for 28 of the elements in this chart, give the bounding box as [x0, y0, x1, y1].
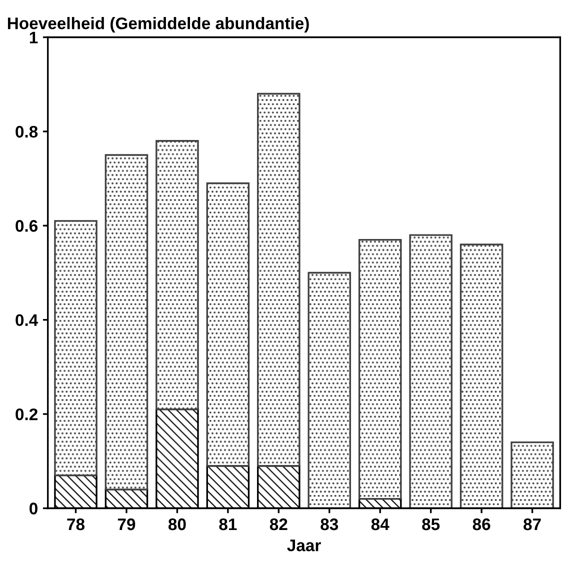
y-axis-title: Hoeveelheid (Gemiddelde abundantie) — [8, 17, 309, 33]
x-tick-label: 80 — [168, 518, 186, 530]
bar — [156, 140, 199, 410]
bar — [358, 238, 402, 500]
y-tick-label: 0.8 — [16, 126, 38, 138]
y-tick-label: 0 — [30, 502, 38, 514]
y-tick-label: 0.6 — [16, 220, 38, 232]
bar — [257, 92, 300, 467]
x-tick-label: 85 — [422, 518, 440, 530]
x-tick-label: 83 — [320, 518, 338, 530]
y-tick-label: 0.4 — [16, 314, 38, 326]
x-tick-label: 78 — [67, 518, 85, 530]
bar — [460, 244, 504, 508]
x-tick-label: 84 — [371, 518, 390, 530]
x-tick-label: 81 — [219, 518, 237, 530]
bar — [409, 234, 452, 508]
y-tick-label: 0.2 — [16, 408, 38, 420]
x-tick-label: 82 — [270, 518, 288, 530]
bar — [104, 154, 148, 490]
x-tick-label: 87 — [524, 518, 541, 530]
bar — [54, 220, 98, 476]
y-tick-label: 1 — [30, 32, 38, 44]
bar — [308, 272, 352, 508]
x-tick-label: 79 — [118, 518, 136, 530]
bar — [510, 441, 554, 508]
x-axis-title: Jaar — [287, 540, 321, 552]
x-tick-label: 86 — [472, 518, 490, 530]
bar — [206, 182, 250, 467]
